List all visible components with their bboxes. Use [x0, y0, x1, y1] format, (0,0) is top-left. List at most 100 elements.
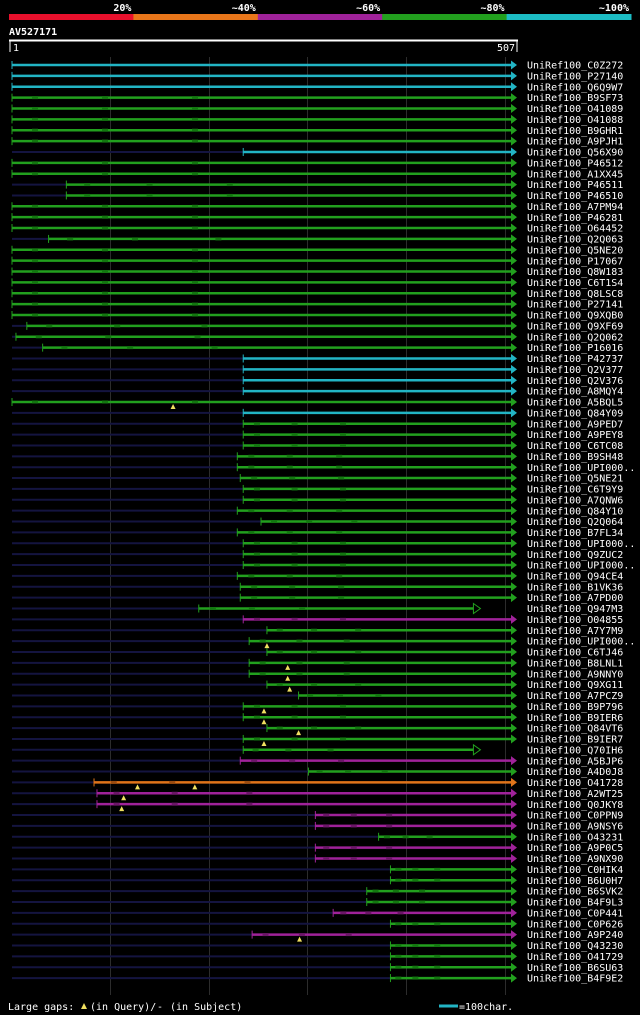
hit-label[interactable]: UniRef100_C0PPN9: [527, 811, 623, 822]
hit-row[interactable]: UniRef100_A9PEY8: [12, 430, 623, 441]
hit-row[interactable]: UniRef100_C6T9Y9: [12, 484, 623, 496]
hit-row[interactable]: UniRef100_B7FL34: [12, 527, 623, 539]
hit-row[interactable]: UniRef100_P17067: [11, 256, 623, 267]
hit-label[interactable]: UniRef100_Q5NE20: [527, 245, 623, 256]
hit-label[interactable]: UniRef100_Q43230: [527, 941, 623, 952]
hit-row[interactable]: UniRef100_B9IER7: [12, 734, 623, 746]
hit-label[interactable]: UniRef100_A7PCZ9: [527, 691, 623, 702]
hit-row[interactable]: UniRef100_A9PJH1: [11, 136, 623, 148]
hit-row[interactable]: UniRef100_P46510: [12, 190, 623, 202]
hit-row[interactable]: UniRef100_A7QNW6: [12, 495, 623, 506]
hit-row[interactable]: UniRef100_Q5NE21: [12, 473, 623, 485]
hit-label[interactable]: UniRef100_A1XX45: [527, 169, 623, 180]
hit-row[interactable]: UniRef100_P16016: [12, 343, 623, 354]
hit-row[interactable]: UniRef100_C0HIK4: [12, 864, 623, 876]
hit-row[interactable]: UniRef100_A9P240: [12, 930, 623, 942]
hit-row[interactable]: UniRef100_Q56X90: [12, 147, 623, 159]
hit-row[interactable]: UniRef100_A8MQY4: [12, 386, 623, 398]
hit-label[interactable]: UniRef100_A7QNW6: [527, 495, 623, 506]
hit-label[interactable]: UniRef100_P46512: [527, 158, 623, 169]
hit-row[interactable]: UniRef100_A9NX90: [12, 854, 623, 865]
hit-label[interactable]: UniRef100_A2WT25: [527, 789, 623, 800]
hit-row[interactable]: UniRef100_Q84VT6: [12, 723, 623, 736]
hit-label[interactable]: UniRef100_B9SH48: [527, 452, 623, 463]
hit-label[interactable]: UniRef100_B1VK36: [527, 582, 623, 593]
hit-label[interactable]: UniRef100_A7PM94: [527, 202, 623, 213]
hit-row[interactable]: UniRef100_O41728: [12, 777, 623, 790]
hit-row[interactable]: UniRef100_C0Z272: [11, 60, 623, 72]
hit-label[interactable]: UniRef100_Q5NE21: [527, 474, 623, 485]
hit-row[interactable]: UniRef100_O04855: [12, 614, 623, 626]
hit-row[interactable]: UniRef100_P27141: [11, 299, 623, 311]
hit-label[interactable]: UniRef100_O43231: [527, 832, 623, 843]
hit-row[interactable]: UniRef100_C6TC08: [12, 440, 623, 452]
hit-label[interactable]: UniRef100_A9P240: [527, 930, 623, 941]
hit-label[interactable]: UniRef100_B9GHR1: [527, 126, 623, 137]
hit-row[interactable]: UniRef100_Q84Y09: [12, 408, 623, 419]
hit-row[interactable]: UniRef100_B9SH48: [12, 451, 623, 463]
hit-row[interactable]: UniRef100_UPI000..: [12, 462, 635, 474]
hit-label[interactable]: UniRef100_Q8W183: [527, 267, 623, 278]
hit-label[interactable]: UniRef100_A9PED7: [527, 419, 623, 430]
hit-row[interactable]: UniRef100_Q94CE4: [12, 571, 623, 582]
hit-label[interactable]: UniRef100_O64452: [527, 224, 623, 235]
hit-row[interactable]: UniRef100_UPI000..: [12, 636, 635, 649]
hit-label[interactable]: UniRef100_Q2Q064: [527, 517, 623, 528]
hit-label[interactable]: UniRef100_O41728: [527, 778, 623, 789]
hit-row[interactable]: UniRef100_O64452: [11, 223, 623, 235]
hit-row[interactable]: UniRef100_Q2Q062: [12, 332, 623, 343]
hit-row[interactable]: UniRef100_Q2V376: [12, 375, 623, 387]
hit-row[interactable]: UniRef100_A7Y7M9: [12, 625, 623, 637]
hit-row[interactable]: UniRef100_A5BJP6: [12, 756, 623, 767]
hit-label[interactable]: UniRef100_O41729: [527, 952, 623, 963]
hit-label[interactable]: UniRef100_B8LNL1: [527, 658, 623, 669]
hit-label[interactable]: UniRef100_B4F9E2: [527, 974, 623, 985]
hit-row[interactable]: UniRef100_B6SU63: [12, 962, 623, 974]
hit-label[interactable]: UniRef100_B7FL34: [527, 528, 623, 539]
hit-label[interactable]: UniRef100_C6TC08: [527, 441, 623, 452]
hit-label[interactable]: UniRef100_B6SVK2: [527, 887, 623, 898]
hit-row[interactable]: UniRef100_Q2Q063: [12, 234, 623, 246]
hit-label[interactable]: UniRef100_A4D0J8: [527, 767, 623, 778]
hit-row[interactable]: UniRef100_A9PED7: [12, 419, 623, 430]
hit-label[interactable]: UniRef100_UPI000..: [527, 561, 635, 572]
hit-row[interactable]: UniRef100_Q8LSC8: [11, 288, 623, 300]
hit-label[interactable]: UniRef100_C6TJ46: [527, 648, 623, 659]
hit-row[interactable]: UniRef100_Q8W183: [11, 267, 623, 278]
hit-row[interactable]: UniRef100_A7PCZ9: [12, 690, 623, 702]
hit-row[interactable]: UniRef100_Q6Q9W7: [11, 82, 623, 93]
hit-label[interactable]: UniRef100_Q947M3: [527, 604, 623, 615]
hit-row[interactable]: UniRef100_B9IER6: [12, 712, 623, 725]
hit-label[interactable]: UniRef100_O04855: [527, 615, 623, 626]
hit-label[interactable]: UniRef100_Q9ZUC2: [527, 550, 623, 561]
hit-row[interactable]: UniRef100_B1VK36: [12, 582, 623, 593]
hit-row[interactable]: UniRef100_A1XX45: [11, 169, 623, 180]
hit-label[interactable]: UniRef100_Q6Q9W7: [527, 82, 623, 93]
hit-label[interactable]: UniRef100_B9SF73: [527, 93, 623, 104]
hit-row[interactable]: UniRef100_O41088: [11, 114, 623, 126]
hit-row[interactable]: UniRef100_P46281: [11, 212, 623, 224]
hit-label[interactable]: UniRef100_A9PEY8: [527, 430, 623, 441]
hit-row[interactable]: UniRef100_C6T1S4: [11, 277, 623, 289]
hit-row[interactable]: UniRef100_UPI000..: [12, 560, 635, 572]
hit-row[interactable]: UniRef100_B6SVK2: [12, 886, 623, 898]
hit-label[interactable]: UniRef100_UPI000..: [527, 463, 635, 474]
hit-label[interactable]: UniRef100_C0HIK4: [527, 865, 623, 876]
hit-label[interactable]: UniRef100_B9IER6: [527, 713, 623, 724]
hit-row[interactable]: UniRef100_O43231: [12, 832, 623, 843]
hit-row[interactable]: UniRef100_A7PM94: [11, 201, 623, 213]
hit-label[interactable]: UniRef100_Q2V377: [527, 365, 623, 376]
hit-label[interactable]: UniRef100_B9IER7: [527, 735, 623, 746]
hit-label[interactable]: UniRef100_C0P441: [527, 908, 623, 919]
hit-row[interactable]: UniRef100_A9NSY6: [12, 821, 623, 833]
hit-label[interactable]: UniRef100_A9PJH1: [527, 137, 623, 148]
hit-row[interactable]: UniRef100_C6TJ46: [12, 647, 623, 659]
hit-row[interactable]: UniRef100_B4F9E2: [12, 973, 623, 985]
hit-label[interactable]: UniRef100_Q8LSC8: [527, 289, 623, 300]
hit-row[interactable]: UniRef100_P46512: [11, 158, 623, 169]
hit-row[interactable]: UniRef100_Q70IH6: [12, 743, 623, 757]
hit-row[interactable]: UniRef100_A9NNY0: [12, 669, 623, 681]
hit-label[interactable]: UniRef100_UPI000..: [527, 637, 635, 648]
hit-row[interactable]: UniRef100_B9SF73: [11, 93, 623, 104]
hit-label[interactable]: UniRef100_C0Z272: [527, 61, 623, 72]
